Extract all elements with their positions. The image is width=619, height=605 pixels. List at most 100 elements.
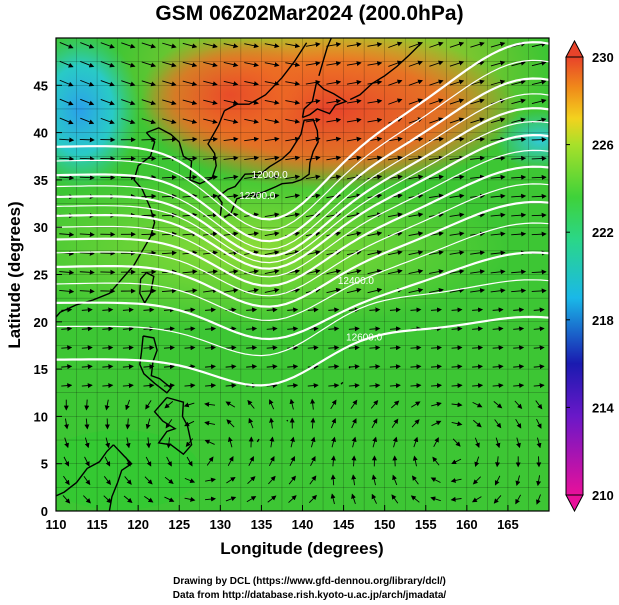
wind-arrow: [431, 383, 443, 389]
wind-arrow: [248, 417, 254, 429]
colorbar-tick-label: 218: [592, 313, 614, 328]
wind-arrow: [225, 383, 237, 389]
wind-arrow: [246, 364, 258, 370]
wind-arrow: [225, 345, 237, 351]
wind-arrow: [244, 136, 260, 142]
wind-arrow: [328, 345, 340, 351]
wind-arrow: [80, 42, 95, 49]
wind-arrow: [84, 399, 90, 411]
wind-arrow: [514, 400, 523, 410]
wind-arrow: [145, 418, 151, 430]
wind-arrow: [392, 436, 398, 448]
wind-arrow: [346, 98, 362, 104]
wind-arrow: [162, 118, 177, 125]
wind-arrow: [367, 174, 383, 180]
wind-arrow: [205, 477, 216, 483]
figure-title: GSM 06Z02Mar2024 (200.0hPa): [155, 2, 464, 25]
wind-arrow: [369, 383, 381, 389]
wind-arrow: [184, 477, 196, 483]
wind-arrow: [387, 212, 403, 218]
wind-arrow: [141, 42, 157, 49]
wind-arrow: [264, 212, 280, 218]
wind-arrow: [367, 42, 383, 48]
wind-arrow: [285, 118, 301, 124]
wind-arrow: [391, 494, 399, 504]
wind-arrow: [205, 364, 217, 370]
wind-arrow: [326, 117, 342, 123]
wind-arrow: [305, 79, 321, 85]
wind-arrow: [185, 438, 194, 448]
wind-arrow: [490, 212, 506, 218]
wind-arrow: [269, 417, 275, 429]
wind-arrow: [492, 326, 504, 332]
wind-arrow: [223, 212, 239, 218]
wind-arrow: [289, 455, 295, 466]
x-tick-label: 115: [87, 517, 108, 532]
wind-arrow: [429, 288, 444, 293]
wind-arrow: [248, 456, 254, 466]
y-tick-label: 35: [34, 173, 48, 188]
wind-arrow: [309, 475, 317, 485]
wind-arrow: [411, 475, 419, 485]
wind-arrow: [470, 98, 485, 105]
wind-arrow: [103, 476, 112, 486]
wind-arrow: [533, 383, 545, 389]
wind-arrow: [285, 43, 301, 49]
wind-arrow: [370, 399, 379, 409]
wind-arrow: [531, 174, 547, 180]
wind-arrow: [470, 136, 486, 142]
wind-arrow: [531, 212, 547, 218]
wind-arrow: [80, 79, 95, 87]
wind-arrow: [387, 136, 403, 142]
wind-arrow: [161, 250, 177, 256]
wind-arrow: [511, 193, 527, 199]
colorbar-tick-label: 210: [592, 488, 614, 503]
wind-arrow: [143, 383, 155, 389]
wind-arrow: [330, 455, 336, 467]
wind-arrow: [184, 420, 195, 427]
wind-arrow: [367, 287, 383, 294]
wind-arrow: [124, 476, 132, 485]
wind-arrow: [511, 212, 527, 218]
coastline: [139, 271, 155, 305]
wind-arrow: [536, 475, 542, 487]
height-contour: [56, 133, 549, 270]
wind-arrow: [223, 62, 239, 68]
wind-arrow: [367, 250, 383, 256]
wind-arrow: [59, 232, 75, 238]
wind-arrow: [289, 398, 295, 410]
wind-arrow: [62, 495, 71, 504]
coastline: [108, 444, 133, 511]
wind-arrow: [161, 193, 177, 199]
wind-arrow: [330, 493, 336, 505]
wind-arrow: [490, 79, 506, 86]
wind-arrow: [408, 269, 424, 274]
wind-arrow: [535, 400, 543, 410]
wind-arrow: [429, 193, 444, 199]
wind-arrow: [472, 419, 482, 428]
wind-arrow: [392, 455, 398, 467]
wind-arrow: [351, 474, 357, 486]
wind-arrow: [84, 437, 90, 449]
wind-arrow: [285, 174, 301, 180]
wind-arrow: [433, 437, 439, 448]
wind-arrow: [223, 269, 239, 275]
wind-arrow: [367, 231, 383, 237]
wind-arrow: [429, 136, 444, 142]
wind-arrow: [182, 118, 198, 124]
wind-arrow: [227, 456, 234, 466]
y-tick-label: 15: [34, 362, 48, 377]
wind-arrow: [204, 439, 215, 445]
wind-arrow: [449, 231, 465, 237]
wind-arrow: [389, 307, 401, 313]
wind-arrow: [288, 495, 297, 503]
wind-arrow: [143, 307, 155, 313]
wind-arrow: [203, 42, 218, 49]
wind-arrow: [141, 212, 157, 218]
wind-arrow: [244, 193, 260, 199]
wind-arrow: [163, 345, 175, 351]
wind-arrow: [164, 476, 174, 484]
wind-arrow: [452, 438, 461, 447]
wind-arrow: [59, 288, 75, 294]
wind-arrow: [451, 402, 463, 408]
